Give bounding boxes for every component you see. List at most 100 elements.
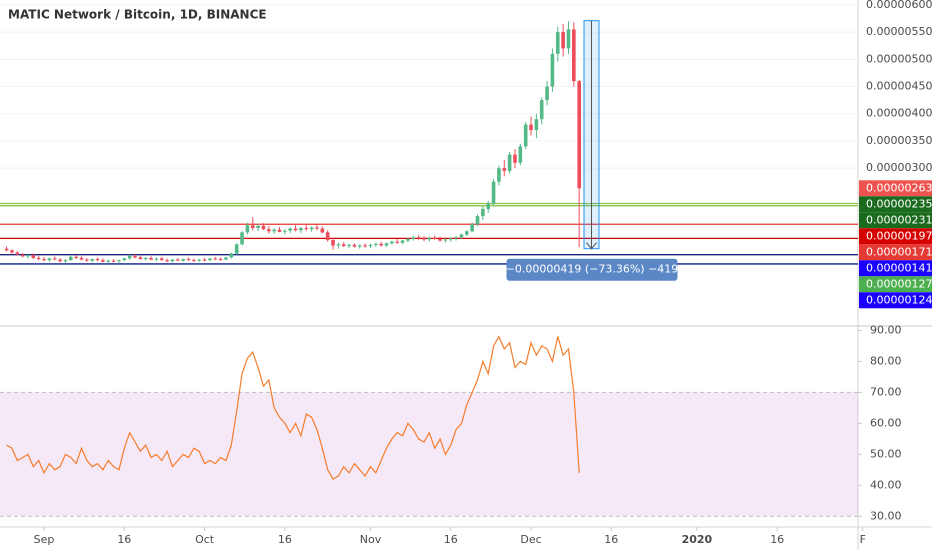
candle-body	[245, 225, 250, 233]
candle-body	[491, 181, 496, 204]
candle-body	[261, 225, 266, 230]
candle-body	[117, 260, 121, 262]
candle-body	[416, 237, 421, 239]
candle-body	[122, 258, 127, 261]
candle-body	[213, 258, 218, 260]
candle-body	[277, 229, 282, 232]
y-tick-label: 0.00000400	[866, 107, 932, 120]
measure-label-bg	[506, 258, 678, 281]
candle-body	[341, 244, 346, 246]
x-tick-label: Nov	[360, 533, 382, 546]
candle-body	[58, 259, 62, 262]
candle-body	[550, 53, 555, 87]
y-tick-label: 0.00000550	[866, 25, 932, 38]
price-pane	[0, 4, 858, 265]
candle-body	[523, 124, 528, 147]
x-tick-label: 16	[444, 533, 458, 546]
price-label-bg	[859, 260, 932, 277]
price-label: 0.00000197	[866, 229, 932, 242]
candle-body	[138, 257, 143, 260]
price-label-bg	[859, 196, 932, 213]
x-tick-label: 2020	[682, 533, 713, 546]
candle-body	[272, 229, 276, 232]
y-tick-label: 70.00	[870, 385, 902, 398]
candle-body	[406, 238, 410, 241]
candle-body	[192, 260, 196, 262]
candle-body	[497, 168, 501, 182]
candle-body	[202, 259, 207, 261]
candle-body	[224, 257, 228, 260]
y-tick-label: 0.00000450	[866, 80, 932, 93]
candle-body	[111, 260, 116, 262]
candle-body	[299, 228, 303, 231]
price-label: 0.00000124	[866, 293, 932, 306]
candle-body	[250, 225, 255, 229]
price-label: 0.00000171	[866, 245, 932, 258]
candle-body	[42, 259, 46, 261]
candle-body	[85, 259, 89, 261]
candle-body	[63, 260, 68, 262]
candle-body	[390, 241, 394, 244]
y-tick-label: 90.00	[870, 323, 902, 336]
candle-body	[459, 234, 464, 238]
candle-body	[395, 241, 400, 243]
candle-body	[31, 255, 36, 258]
candle-body	[101, 260, 105, 262]
candle-body	[374, 243, 378, 245]
candle-body	[170, 259, 175, 262]
candle-body	[518, 146, 523, 163]
candle-body	[315, 227, 319, 229]
candle-body	[267, 229, 271, 232]
candle-body	[400, 240, 405, 243]
candle-body	[283, 230, 287, 232]
chart-title: MATIC Network / Bitcoin, 1D, BINANCE	[8, 8, 267, 22]
y-tick-label: 50.00	[870, 447, 902, 460]
candle-body	[363, 245, 367, 247]
candle-body	[79, 257, 84, 260]
candle-body	[143, 257, 148, 260]
y-tick-label: 0.00000500	[866, 52, 932, 65]
candle-body	[95, 259, 100, 261]
candle-body	[481, 208, 485, 217]
x-tick-label: 16	[278, 533, 292, 546]
candle-body	[448, 238, 453, 240]
candle-body	[256, 225, 260, 229]
candle-body	[475, 216, 480, 225]
price-label-bg	[859, 292, 932, 309]
candle-body	[52, 258, 57, 260]
candle-body	[352, 244, 357, 247]
rsi-line	[6, 335, 580, 480]
candle-body	[470, 224, 474, 232]
candle-body	[293, 228, 298, 231]
candle-body	[36, 257, 41, 260]
candle-body	[288, 228, 293, 231]
candle-body	[465, 231, 469, 235]
candle-body	[432, 237, 437, 239]
price-label: 0.00000127	[866, 277, 932, 290]
price-label-bg	[859, 244, 932, 261]
candle-body	[240, 232, 244, 245]
candle-body	[149, 257, 153, 260]
price-label-bg	[859, 180, 932, 197]
candle-body	[443, 239, 448, 241]
x-tick-label: 16	[117, 533, 131, 546]
candle-body	[331, 239, 335, 246]
candle-body	[502, 168, 507, 171]
candle-body	[336, 244, 341, 246]
y-tick-label: 0.00000350	[866, 134, 932, 147]
rsi-band	[0, 392, 858, 517]
candle-body	[181, 259, 185, 261]
candle-body	[513, 154, 517, 163]
candle-body	[304, 228, 309, 230]
x-tick-label: Oct	[195, 533, 215, 546]
candle-body	[154, 258, 159, 260]
y-tick-label: 60.00	[870, 416, 902, 429]
candle-body	[309, 227, 314, 230]
measure-label: −0.00000419 (−73.36%) −419	[506, 263, 679, 276]
candle-body	[545, 86, 549, 101]
candle-body	[74, 256, 78, 258]
price-label: 0.00000263	[866, 181, 932, 194]
candle-body	[133, 255, 137, 258]
candle-body	[165, 260, 169, 262]
candle-body	[4, 248, 9, 251]
